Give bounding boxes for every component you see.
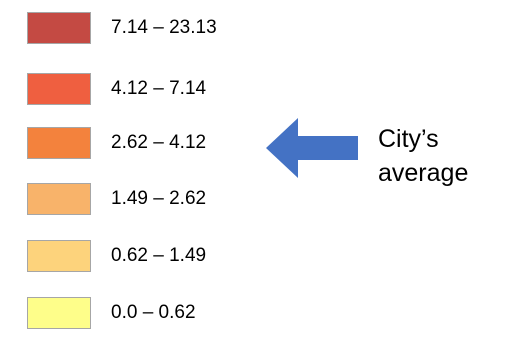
arrow-left-icon [266,118,358,178]
legend-swatch [27,73,91,105]
legend-range-label: 4.12 – 7.14 [111,78,207,99]
legend-swatch [27,127,91,159]
legend-range-label: 1.49 – 2.62 [111,188,207,209]
legend-range-label: 2.62 – 4.12 [111,132,207,153]
annotation-line-2: average [378,159,469,187]
legend-range-label: 0.0 – 0.62 [111,302,196,323]
legend-swatch [27,297,91,329]
legend-range-label: 7.14 – 23.13 [111,17,217,38]
legend-swatch [27,12,91,44]
annotation-line-1: City’s [378,125,439,153]
legend-swatch [27,183,91,215]
city-average-annotation: City’s average [378,122,468,190]
legend-range-label: 0.62 – 1.49 [111,245,207,266]
legend-swatch [27,240,91,272]
